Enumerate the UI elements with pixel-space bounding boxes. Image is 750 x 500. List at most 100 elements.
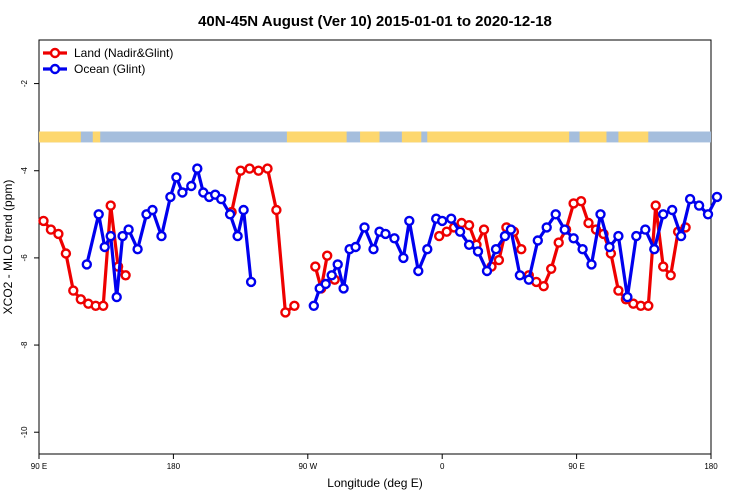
data-point-ocean: [613, 230, 624, 242]
legend-label-land: Land (Nadir&Glint): [74, 46, 173, 60]
data-point-ocean: [398, 252, 409, 264]
data-point-ocean: [338, 283, 349, 294]
data-point-land: [516, 243, 527, 255]
land-band-segment: [92, 131, 101, 143]
data-point-land: [538, 281, 549, 292]
data-point-land: [553, 237, 564, 248]
data-point-land: [271, 204, 282, 216]
data-point-ocean: [559, 224, 570, 235]
data-point-ocean: [171, 172, 182, 183]
data-point-ocean: [702, 209, 714, 220]
legend-marker-ocean: [49, 63, 61, 75]
data-point-ocean: [446, 213, 457, 224]
data-point-land: [38, 215, 49, 227]
data-point-land: [75, 294, 87, 305]
data-point-ocean: [505, 224, 517, 235]
data-point-land: [105, 200, 116, 211]
legend-label-ocean: Ocean (Glint): [74, 62, 145, 76]
data-point-ocean: [514, 270, 526, 281]
data-point-land: [463, 219, 475, 231]
legend: Land (Nadir&Glint) Ocean (Glint): [43, 46, 173, 76]
data-point-ocean: [472, 246, 484, 257]
plot-frame: [38, 39, 712, 455]
data-point-ocean: [192, 163, 203, 174]
x-tick-label: 90 E: [568, 462, 584, 471]
data-point-ocean: [350, 241, 361, 253]
data-point-ocean: [658, 209, 669, 220]
data-point-ocean: [326, 270, 337, 281]
y-axis-label: XCO2 - MLO trend (ppm): [1, 180, 15, 315]
data-point-land: [280, 307, 291, 318]
data-point-ocean: [649, 243, 660, 255]
x-tick-label: 90 W: [298, 462, 317, 471]
data-point-land: [478, 224, 490, 235]
data-point-ocean: [105, 230, 116, 242]
data-point-land: [583, 217, 594, 229]
land-band-segment: [286, 131, 347, 143]
data-point-ocean: [693, 200, 705, 211]
y-tick-label: -6: [20, 254, 29, 262]
data-point-ocean: [532, 235, 543, 246]
data-point-land: [45, 224, 57, 235]
data-point-land: [60, 248, 72, 259]
data-point-ocean: [238, 204, 249, 216]
data-point-ocean: [481, 265, 493, 277]
data-point-ocean: [622, 291, 633, 303]
data-point-ocean: [245, 276, 257, 288]
data-point-ocean: [541, 222, 552, 233]
data-point-ocean: [404, 215, 415, 227]
data-point-ocean: [232, 230, 243, 242]
data-point-land: [244, 163, 255, 174]
data-point-land: [253, 165, 264, 176]
data-point-ocean: [631, 230, 642, 242]
data-point-land: [493, 254, 505, 266]
data-point-land: [262, 163, 273, 174]
land-band-segment: [401, 131, 422, 143]
data-point-land: [650, 200, 661, 211]
data-point-land: [235, 165, 246, 176]
data-point-ocean: [667, 204, 678, 216]
land-band-segment: [360, 131, 380, 143]
data-point-ocean: [215, 193, 227, 205]
data-point-ocean: [568, 233, 579, 244]
data-point-land: [658, 261, 669, 272]
data-point-ocean: [186, 180, 197, 192]
x-tick-label: 180: [167, 462, 181, 471]
data-point-ocean: [577, 243, 588, 255]
data-point-ocean: [523, 274, 534, 285]
y-tick-label: -2: [20, 79, 29, 87]
data-point-ocean: [320, 278, 331, 290]
x-axis: 90 E 180 90 W 0 90 E 180: [31, 454, 718, 471]
data-point-ocean: [123, 224, 134, 235]
data-point-land: [613, 285, 624, 296]
data-point-ocean: [380, 228, 391, 240]
land-band-segment: [39, 131, 81, 143]
data-point-ocean: [437, 215, 448, 227]
land-band-segment: [579, 131, 607, 143]
data-point-ocean: [640, 224, 651, 235]
legend-marker-land: [49, 47, 61, 59]
y-axis: -2 -4 -6 -8 -10: [20, 79, 39, 438]
series-lines: [38, 163, 723, 318]
data-point-land: [434, 230, 445, 242]
data-point-ocean: [550, 209, 561, 220]
data-point-ocean: [93, 209, 104, 220]
data-point-ocean: [117, 230, 128, 242]
data-point-land: [546, 263, 557, 274]
data-point-ocean: [463, 239, 475, 251]
data-point-ocean: [132, 243, 143, 255]
data-point-land: [289, 300, 300, 311]
data-point-ocean: [165, 191, 176, 203]
data-point-ocean: [177, 187, 188, 198]
series-line-land: [230, 167, 296, 314]
data-point-ocean: [454, 226, 466, 237]
data-point-land: [68, 285, 79, 296]
data-point-ocean: [156, 230, 167, 242]
y-tick-label: -10: [20, 426, 29, 438]
data-point-land: [53, 228, 64, 240]
data-point-ocean: [711, 191, 723, 203]
data-point-land: [120, 270, 131, 281]
land-band-segment: [618, 131, 649, 143]
data-point-land: [643, 300, 654, 311]
